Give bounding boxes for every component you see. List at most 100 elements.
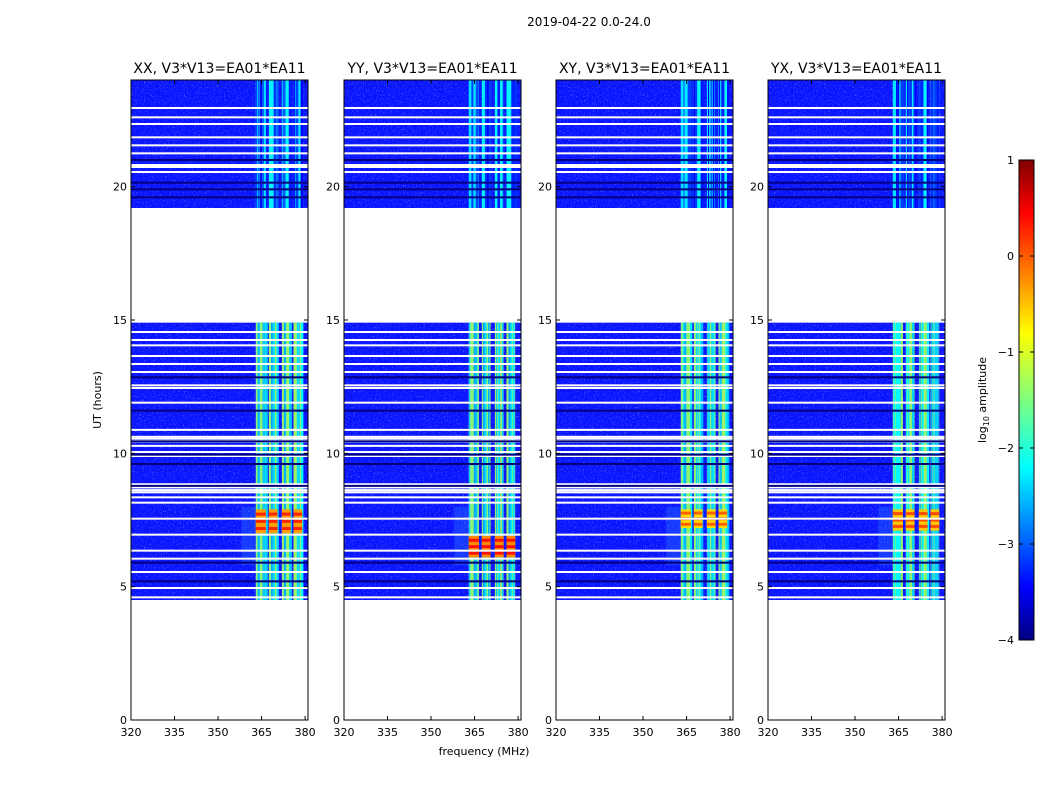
rfi-hotline xyxy=(281,519,291,523)
band-streak xyxy=(683,80,685,208)
flagged-row xyxy=(556,486,733,489)
rfi-hotline xyxy=(930,512,940,516)
flagged-row xyxy=(344,331,521,333)
band-streak xyxy=(712,322,715,600)
x-tick-label: 365 xyxy=(464,726,485,739)
flagged-row xyxy=(768,136,945,139)
band-streak xyxy=(262,322,264,600)
x-tick-label: 380 xyxy=(932,726,953,739)
flagged-row xyxy=(768,171,945,173)
flagged-row xyxy=(556,455,733,457)
flagged-row xyxy=(768,387,945,389)
rfi-hotline xyxy=(892,518,903,522)
band-streak xyxy=(502,80,504,208)
flagged-row xyxy=(344,435,521,438)
rfi-hotline xyxy=(293,519,303,523)
flagged-row xyxy=(556,387,733,389)
low-row xyxy=(344,196,521,199)
band-streak xyxy=(274,80,277,208)
low-row xyxy=(556,188,733,191)
flagged-row xyxy=(344,483,521,486)
low-row xyxy=(131,580,308,583)
flagged-row xyxy=(768,363,945,365)
y-tick-label: 10 xyxy=(538,447,552,460)
colorbar-tick-label: −1 xyxy=(998,346,1014,359)
rfi-hotline xyxy=(892,524,903,528)
flagged-row xyxy=(556,444,733,447)
low-row xyxy=(556,159,733,161)
colorbar-ticks: 1 0 −1 −2 −3 −4 xyxy=(998,154,1034,647)
flagged-row xyxy=(556,123,733,125)
panel-title: XX, V3*V13=EA01*EA11 xyxy=(133,61,305,77)
band-streak xyxy=(711,322,714,600)
band-streak xyxy=(909,80,912,208)
flagged-row xyxy=(131,444,308,447)
flagged-row xyxy=(768,596,945,599)
flagged-row xyxy=(131,571,308,573)
band-streak xyxy=(300,80,303,208)
band-streak xyxy=(905,322,908,600)
rfi-hotline xyxy=(494,551,504,555)
rfi-hotline xyxy=(481,538,491,542)
y-tick-label: 15 xyxy=(750,314,764,327)
rfi-band xyxy=(905,322,915,600)
low-row xyxy=(131,181,308,184)
band-streak xyxy=(260,80,263,208)
band-streak xyxy=(922,322,924,600)
band-streak xyxy=(261,80,265,208)
low-row xyxy=(131,188,308,191)
flagged-row xyxy=(768,451,945,453)
band-streak xyxy=(503,80,505,208)
low-row xyxy=(768,188,945,191)
low-row xyxy=(344,159,521,161)
flagged-row xyxy=(131,344,308,347)
x-tick-label: 335 xyxy=(801,726,822,739)
band-streak xyxy=(689,80,692,208)
flagged-row xyxy=(768,496,945,499)
band-streak xyxy=(293,80,296,208)
flagged-row xyxy=(131,533,308,536)
flagged-row xyxy=(768,517,945,520)
band-streak xyxy=(718,80,721,208)
low-row xyxy=(768,453,945,456)
flagged-row xyxy=(556,331,733,333)
flagged-row xyxy=(344,596,521,599)
flagged-row xyxy=(768,557,945,560)
flagged-row xyxy=(556,451,733,453)
flagged-row xyxy=(344,428,521,431)
panel-2: XY, V3*V13=EA01*EA11 320 335 350 365 380 0 5 10 1… xyxy=(538,61,741,739)
band-streak xyxy=(725,322,727,600)
y-tick-label: 20 xyxy=(326,181,340,194)
flagged-gap xyxy=(768,491,945,494)
band-streak xyxy=(922,80,924,208)
x-tick-label: 350 xyxy=(208,726,229,739)
rfi-hotline xyxy=(918,524,928,528)
band-streak xyxy=(690,80,693,208)
y-tick-label: 0 xyxy=(333,714,340,727)
rfi-hotline xyxy=(293,527,303,531)
flagged-row xyxy=(131,363,308,365)
flagged-row xyxy=(344,123,521,125)
rfi-hotline xyxy=(468,538,479,542)
low-row xyxy=(344,453,521,456)
band-streak xyxy=(475,80,478,208)
flagged-row xyxy=(344,501,521,504)
rfi-band xyxy=(268,80,278,208)
band-streak xyxy=(893,322,895,600)
flagged-row xyxy=(131,136,308,139)
rfi-hotline xyxy=(718,522,728,526)
panel-title: YX, V3*V13=EA01*EA11 xyxy=(770,61,942,77)
low-row xyxy=(344,463,521,465)
flagged-row xyxy=(556,596,733,599)
band-spill xyxy=(878,506,893,566)
flagged-row xyxy=(131,355,308,357)
band-streak xyxy=(906,80,909,208)
band-streak xyxy=(920,80,923,208)
noise-texture xyxy=(344,322,521,600)
x-tick-label: 350 xyxy=(633,726,654,739)
y-axis-label: UT (hours) xyxy=(91,371,104,429)
band-streak xyxy=(258,80,260,208)
band-streak xyxy=(921,322,924,600)
band-streak xyxy=(701,322,704,600)
rfi-hotline xyxy=(506,538,516,542)
